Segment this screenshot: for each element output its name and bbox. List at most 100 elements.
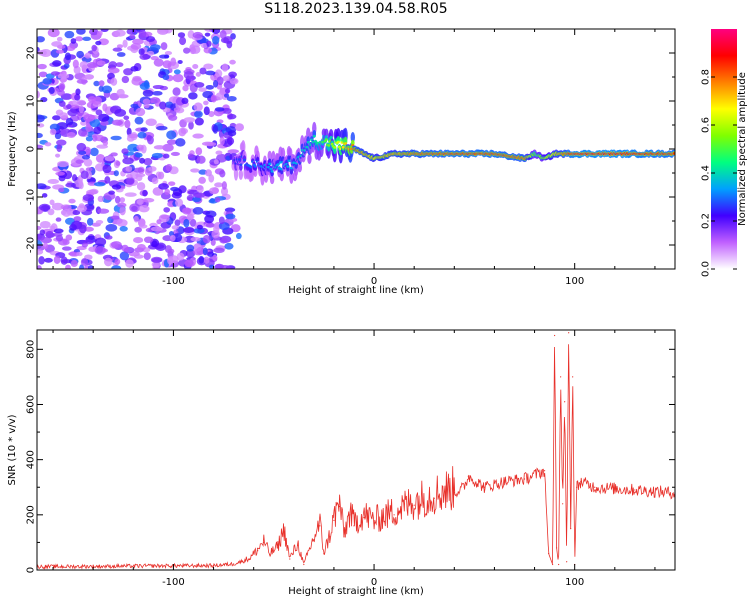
noise-blob [221,181,227,190]
noise-blob [203,100,209,106]
noise-blob [149,222,158,228]
snr-point [319,525,321,527]
noise-blob [160,42,168,51]
y-tick-label: -20 [26,237,37,253]
noise-blob [121,148,129,155]
noise-blob [70,104,81,109]
noise-blob [59,112,68,119]
noise-blob [44,142,52,147]
noise-blob [133,215,139,223]
noise-blob [205,84,214,90]
ridge-halo [269,175,275,185]
noise-blob [78,105,85,114]
noise-blob [142,89,154,97]
noise-blob [65,264,71,269]
noise-blob [173,107,181,113]
noise-blob [56,89,65,96]
noise-blob [87,62,98,69]
noise-blob [133,167,145,173]
colorbar-label: Normalized spectral amplitude [737,72,748,226]
noise-blob [131,77,143,86]
noise-blob [215,197,221,203]
noise-blob [186,214,195,220]
noise-blob [37,183,47,190]
noise-blob [134,254,144,259]
noise-blob [229,77,239,85]
snr-point [373,522,375,524]
noise-blob [183,70,194,80]
y-tick-label: 0 [26,567,37,573]
ridge-halo [238,169,244,180]
colorbar-tick-label: 0.6 [701,117,712,133]
noise-blob [93,80,100,87]
noise-blob [61,246,72,251]
noise-blob [112,47,123,52]
noise-blob [198,176,206,184]
noise-blob [190,45,201,54]
ridge-core [292,161,296,165]
noise-blob [194,117,204,126]
snr-point [634,489,636,491]
ridge-mid [326,142,331,152]
noise-blob [60,256,68,265]
snr-point [277,547,279,549]
noise-blob [219,136,225,146]
noise-blob [172,87,181,96]
ridge-halo [324,128,329,138]
noise-blob [226,95,237,102]
noise-blob [218,216,225,225]
noise-blob [97,208,110,214]
noise-blob [138,224,148,229]
noise-blob [55,234,64,242]
noise-blob [53,255,61,264]
noise-blob [162,143,174,152]
ridge-core [242,158,246,162]
noise-blob [136,144,144,151]
ridge-halo [306,127,311,140]
noise-blob [164,188,171,195]
noise-blob [225,213,236,220]
noise-blob [159,101,167,110]
y-tick-label: 10 [26,95,37,108]
noise-blob [156,125,168,131]
noise-blob [158,183,170,190]
noise-blob [114,29,126,37]
colorbar-tick-label: 0.8 [701,69,712,85]
noise-blob [114,258,121,265]
ridge-core [270,170,274,173]
noise-blob [96,60,106,66]
noise-blob [200,42,208,49]
noise-blob [130,103,139,108]
noise-blob [219,170,226,178]
x-tick-label: 0 [371,577,377,588]
noise-blob [183,218,190,228]
noise-blob [37,90,40,99]
noise-blob [168,181,176,186]
noise-blob [80,258,89,266]
noise-blob [103,257,113,267]
noise-blob [129,34,136,40]
noise-blob [149,44,161,51]
noise-blob [139,157,145,164]
snr-point [543,470,546,472]
ridge-halo [267,150,272,161]
noise-blob [178,127,187,137]
noise-blob [164,51,173,56]
snr-point [323,552,325,555]
noise-blob [38,203,51,211]
noise-blob [82,194,95,202]
noise-blob [153,58,164,67]
ridge-core [267,165,271,169]
noise-blob [202,234,211,244]
snr-point [503,481,506,483]
noise-blob [65,117,74,126]
ridge-core [268,162,272,166]
ridge-halo [253,168,258,177]
snr-point [463,486,465,488]
noise-blob [90,147,99,157]
noise-blob [94,163,105,172]
noise-blob [170,186,180,192]
noise-blob [115,161,121,166]
snr-point [212,564,215,567]
ridge-core [253,165,257,168]
